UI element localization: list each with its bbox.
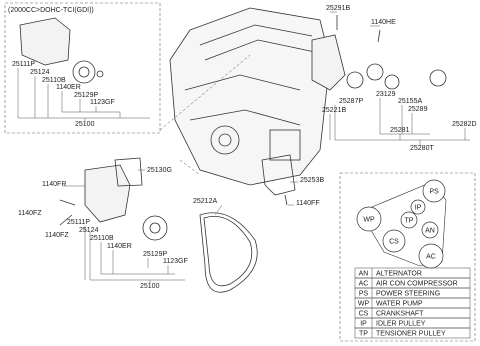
part-callout: 25281: [390, 127, 410, 134]
pulley-code: CS: [389, 239, 399, 246]
pulley-code: AN: [425, 228, 435, 235]
legend-description: AIR CON COMPRESSOR: [376, 281, 458, 288]
drive-belt: [199, 212, 258, 293]
part-callout: 1140FZ: [18, 210, 42, 217]
variant-box: [4, 2, 161, 134]
part-callout: 1140HE: [371, 19, 396, 26]
part-callout: 25129P: [143, 251, 167, 258]
part-callout: 1140FZ: [45, 232, 69, 239]
pulley-circle: [400, 211, 418, 229]
pulley-code: WP: [363, 217, 375, 224]
part-callout: 1140FF: [296, 200, 320, 207]
legend-description: TENSIONER PULLEY: [376, 331, 446, 338]
pulley-circle: [410, 199, 426, 215]
water-pump-top: [19, 17, 104, 84]
pulley-circle: [356, 206, 382, 232]
part-callout: 25287P: [339, 98, 363, 105]
part-callout: 25100: [140, 283, 160, 290]
legend-code: AC: [359, 281, 369, 288]
part-callout: 25100: [75, 121, 95, 128]
part-callout: 25130G: [147, 167, 172, 174]
pulley-code: AC: [426, 254, 436, 261]
legend-box: [339, 172, 476, 342]
part-callout: 25155A: [398, 98, 422, 105]
legend-code: CS: [359, 311, 369, 318]
legend-description: CRANKSHAFT: [376, 311, 424, 318]
legend-code: IP: [360, 321, 367, 328]
part-callout: 1123GF: [163, 258, 188, 265]
legend-code: WP: [358, 301, 370, 308]
water-pump-bottom: [59, 157, 168, 241]
legend-description: WATER PUMP: [376, 301, 423, 308]
pulley-circle: [382, 229, 406, 253]
bracket-parts: [261, 15, 447, 206]
legend-description: ALTERNATOR: [376, 271, 422, 278]
part-callout: 25253B: [300, 177, 324, 184]
part-callout: 25280T: [410, 145, 434, 152]
pulley-circle: [422, 179, 446, 203]
part-callout: 25129P: [74, 92, 98, 99]
part-callout: 23129: [376, 91, 396, 98]
part-callout: 1123GF: [90, 99, 115, 106]
part-callout: 1140ER: [56, 84, 81, 91]
part-callout: 25124: [30, 69, 50, 76]
pulley-code: PS: [429, 189, 439, 196]
pulley-code: TP: [405, 218, 414, 225]
leader-lines: [17, 11, 470, 284]
part-callout: 25110B: [90, 235, 114, 242]
part-callout: 25110B: [42, 77, 66, 84]
part-callout: 25212A: [193, 198, 217, 205]
legend-code: PS: [359, 291, 369, 298]
part-callout: 25124: [79, 227, 99, 234]
part-callout: 1140ER: [107, 243, 132, 250]
part-callout: 25289: [408, 106, 428, 113]
legend-description: IDLER PULLEY: [376, 321, 426, 328]
part-callout: 25111P: [67, 219, 90, 226]
legend-code: TP: [359, 331, 368, 338]
engine-block: [169, 7, 331, 186]
part-callout: 25221B: [322, 107, 346, 114]
legend-description: POWER STEERING: [376, 291, 440, 298]
spec-label: (2000CC>DOHC-TCI(GDI)): [8, 7, 94, 14]
part-callout: 25291B: [326, 5, 350, 12]
table-row: [354, 327, 471, 339]
pulley-circle: [421, 221, 439, 239]
part-callout: 1140FR: [42, 181, 66, 188]
part-callout: 25111P: [12, 61, 35, 68]
pulley-code: IP: [415, 205, 422, 212]
legend-code: AN: [359, 271, 369, 278]
part-callout: 25282D: [452, 121, 477, 128]
